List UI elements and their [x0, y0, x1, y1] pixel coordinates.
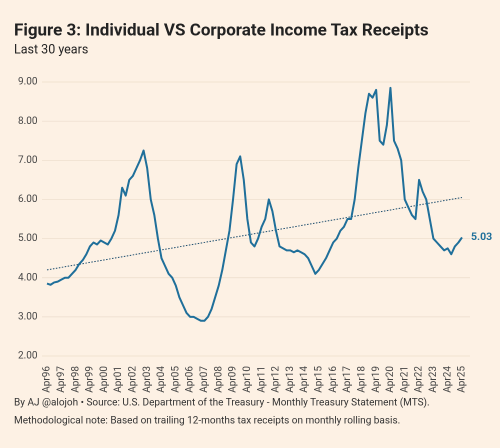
y-tick-label: 2.00: [18, 351, 38, 362]
x-tick-label: Apr24: [442, 366, 453, 393]
x-tick-label: Apr08: [213, 366, 224, 393]
x-tick-label: Apr23: [428, 366, 439, 393]
end-value-label: 5.03: [471, 230, 492, 243]
y-tick-label: 7.00: [18, 155, 38, 166]
x-tick-label: Apr04: [156, 366, 167, 393]
trend-line: [46, 196, 463, 271]
x-tick-label: Apr00: [99, 366, 110, 393]
x-tick-label: Apr22: [414, 366, 425, 393]
x-tick-label: Apr20: [385, 366, 396, 393]
y-tick-label: 3.00: [18, 312, 38, 323]
x-tick-label: Apr14: [299, 366, 310, 393]
y-tick-label: 4.00: [18, 272, 38, 283]
x-tick-label: Apr07: [199, 366, 210, 393]
x-tick-label: Apr13: [285, 366, 296, 393]
x-tick-label: Apr96: [42, 366, 53, 393]
y-tick-label: 6.00: [18, 194, 38, 205]
method-note: Methodological note: Based on trailing 1…: [14, 416, 400, 427]
x-tick-label: Apr17: [342, 366, 353, 393]
x-tick-label: Apr02: [128, 366, 139, 393]
x-tick-label: Apr10: [242, 366, 253, 393]
x-tick-label: Apr97: [56, 366, 67, 393]
x-tick-label: Apr06: [185, 366, 196, 393]
x-tick-label: Apr18: [356, 366, 367, 393]
x-tick-label: Apr12: [271, 366, 282, 393]
x-tick-label: Apr01: [113, 366, 124, 393]
x-tick-label: Apr98: [70, 366, 81, 393]
y-tick-label: 5.00: [18, 233, 38, 244]
x-tick-label: Apr05: [170, 366, 181, 393]
x-tick-label: Apr15: [314, 366, 325, 393]
y-tick-label: 8.00: [18, 116, 38, 127]
chart-subtitle: Last 30 years: [14, 42, 88, 57]
chart-title: Figure 3: Individual VS Corporate Income…: [14, 20, 429, 40]
x-tick-label: Apr25: [457, 366, 468, 393]
x-tick-label: Apr99: [85, 366, 96, 393]
x-tick-label: Apr19: [371, 366, 382, 393]
x-tick-label: Apr03: [142, 366, 153, 393]
x-tick-label: Apr16: [328, 366, 339, 393]
x-tick-label: Apr09: [228, 366, 239, 393]
x-tick-label: Apr11: [256, 366, 267, 393]
y-tick-label: 9.00: [18, 77, 38, 88]
x-tick-label: Apr21: [399, 366, 410, 393]
data-line: [46, 86, 463, 322]
source-note: By AJ @alojoh • Source: U.S. Department …: [14, 397, 430, 409]
